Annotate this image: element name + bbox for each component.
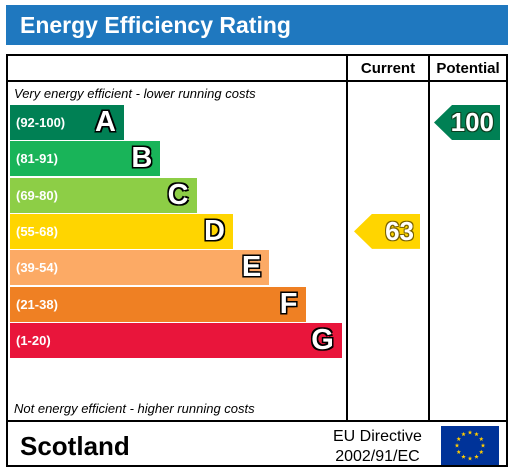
band-c: (69-80) C (10, 177, 197, 213)
current-header: Current (360, 60, 416, 77)
directive-line-2: 2002/91/EC (335, 448, 420, 465)
band-range-label: (1-20) (16, 332, 51, 348)
current-column-divider (346, 56, 348, 422)
potential-header: Potential (436, 60, 500, 77)
eu-star-icon (456, 436, 462, 441)
eu-star-icon (474, 454, 479, 459)
eu-star-icon (480, 443, 486, 448)
potential-column-divider (428, 56, 430, 422)
header-divider (8, 80, 506, 82)
band-letter-label: B (131, 142, 153, 175)
band-e: (39-54) E (10, 250, 270, 286)
page-title: Energy Efficiency Rating (6, 5, 508, 45)
eu-star-icon (478, 449, 484, 454)
eu-star-icon (467, 430, 473, 435)
band-f: (21-38) F (10, 286, 306, 322)
potential-rating-arrow: 100 (434, 105, 500, 140)
band-letter-label: A (95, 106, 116, 138)
current-rating-value: 63 (385, 215, 414, 246)
footer-divider (8, 420, 506, 422)
band-letter-label: F (279, 287, 298, 320)
band-a: (92-100) A (10, 105, 124, 140)
band-range-label: (81-91) (16, 151, 58, 167)
band-range-label: (21-38) (16, 296, 58, 312)
directive-line-1: EU Directive (333, 428, 422, 445)
potential-rating-value: 100 (450, 107, 494, 137)
eu-star-icon (461, 431, 466, 437)
band-letter-label: G (311, 323, 334, 356)
band-b: (81-91) B (10, 141, 161, 177)
region-label: Scotland (20, 431, 130, 461)
current-rating-arrow: 63 (354, 213, 420, 249)
top-note: Very energy efficient - lower running co… (14, 86, 256, 101)
eu-star-icon (474, 431, 479, 437)
band-letter-label: D (203, 214, 225, 247)
eu-flag-icon (441, 426, 499, 465)
eu-star-icon (467, 456, 473, 461)
rating-chart: Current Potential Very energy efficient … (6, 54, 508, 467)
band-letter-label: E (241, 251, 262, 284)
band-range-label: (55-68) (16, 223, 58, 239)
band-d: (55-68) D (10, 213, 233, 249)
band-range-label: (69-80) (16, 187, 58, 203)
eu-directive: EU Directive 2002/91/EC (333, 427, 422, 467)
band-range-label: (39-54) (16, 260, 58, 276)
band-g: (1-20) G (10, 322, 342, 358)
eu-star-icon (461, 454, 466, 459)
band-range-label: (92-100) (16, 115, 66, 130)
eu-star-icon (478, 436, 484, 441)
band-letter-label: C (167, 178, 189, 211)
eu-star-icon (456, 449, 462, 454)
eu-star-icon (454, 443, 460, 448)
bottom-note: Not energy efficient - higher running co… (14, 401, 255, 416)
